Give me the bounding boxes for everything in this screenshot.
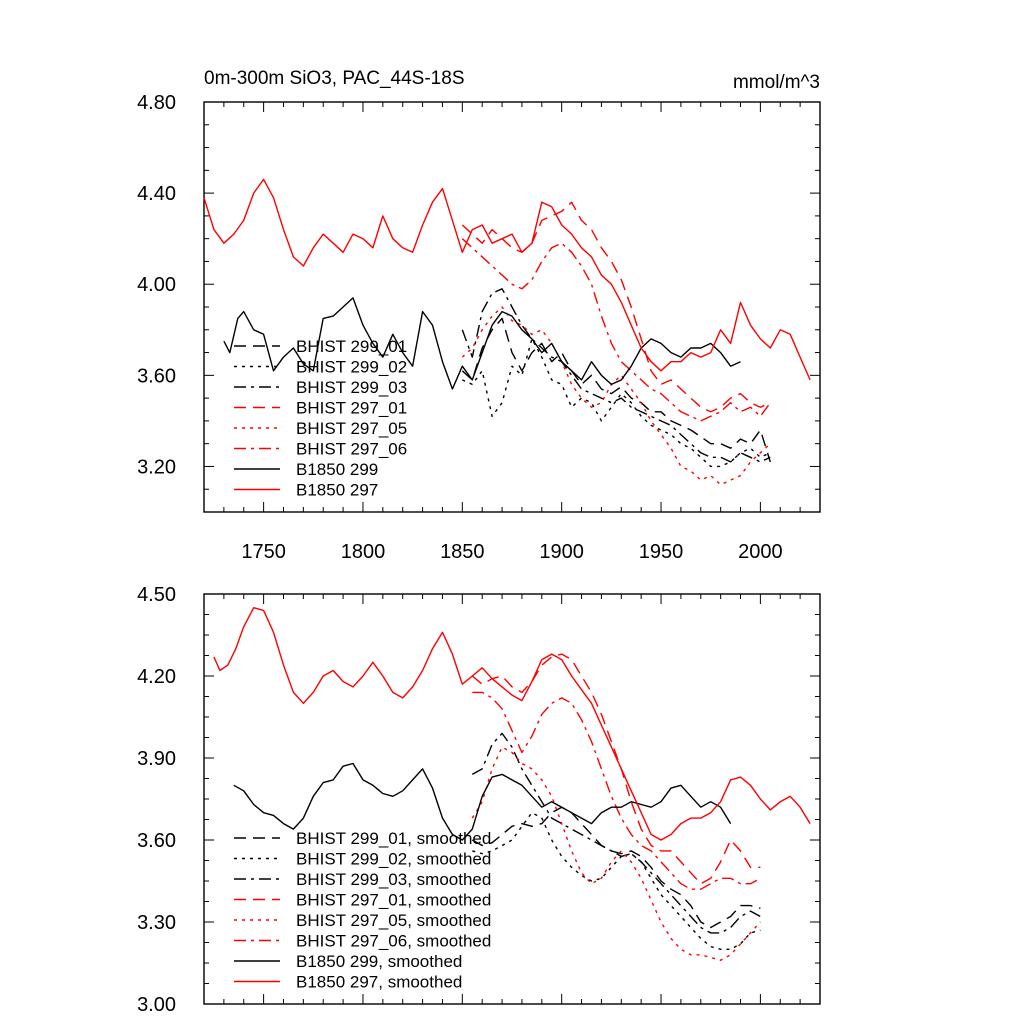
x-tick-label: 1850 xyxy=(440,541,485,563)
bottom-legend: BHIST 299_01, smoothed BHIST 299_02, smoo… xyxy=(234,829,491,992)
y-tick-label: 3.60 xyxy=(137,830,176,852)
y-tick-label: 3.60 xyxy=(137,365,176,387)
bottom-y-tick-labels: 3.00 3.30 3.60 3.90 4.20 4.50 xyxy=(137,584,176,1016)
y-tick-label: 3.20 xyxy=(137,456,176,478)
legend-label: BHIST 297_06, smoothed xyxy=(296,932,491,951)
x-tick-label: 1750 xyxy=(241,541,286,563)
bottom-panel: 3.00 3.30 3.60 3.90 4.20 4.50 BHIST 299_01, s… xyxy=(137,584,821,1016)
legend-label: BHIST 297_05, smoothed xyxy=(296,911,491,930)
legend-label: BHIST 299_02 xyxy=(296,358,407,377)
y-tick-label: 3.30 xyxy=(137,912,176,934)
legend-label: BHIST 299_02, smoothed xyxy=(296,850,491,869)
x-tick-label: 1900 xyxy=(539,541,584,563)
legend-label: BHIST 299_03, smoothed xyxy=(296,870,491,889)
series-line-bhist-299-01-smoothed xyxy=(471,806,761,929)
top-x-tick-labels: 1750 1800 1850 1900 1950 2000 xyxy=(241,541,782,563)
y-tick-label: 4.80 xyxy=(137,92,176,114)
series-line-b1850-299-smoothed xyxy=(233,762,732,841)
legend-label: BHIST 297_01 xyxy=(296,399,407,418)
bottom-series-lines xyxy=(213,607,811,961)
y-tick-label: 4.40 xyxy=(137,183,176,205)
y-tick-label: 3.00 xyxy=(137,994,176,1016)
top-series-lines xyxy=(203,178,811,486)
legend-label: BHIST 297_01, smoothed xyxy=(296,891,491,910)
legend-label: BHIST 297_06 xyxy=(296,440,407,459)
x-tick-label: 2000 xyxy=(738,541,783,563)
y-tick-label: 3.90 xyxy=(137,748,176,770)
top-chart-title: 0m-300m SiO3, PAC_44S-18S xyxy=(204,68,465,89)
legend-label: B1850 299, smoothed xyxy=(296,952,462,971)
series-line-bhist-299-02-smoothed xyxy=(472,812,761,950)
series-line-bhist-297-05 xyxy=(461,306,771,486)
y-tick-label: 4.50 xyxy=(137,584,176,606)
top-chart-units: mmol/m^3 xyxy=(733,72,820,93)
series-line-bhist-299-03 xyxy=(461,288,771,463)
top-y-tick-labels: 3.20 3.60 4.00 4.40 4.80 xyxy=(137,92,176,478)
legend-label: BHIST 299_03 xyxy=(296,378,407,397)
series-line-bhist-299-03-smoothed xyxy=(471,732,761,934)
legend-label: BHIST 297_05 xyxy=(296,419,407,438)
top-panel: 3.20 3.60 4.00 4.40 4.80 1750 1800 1850 1900 195… xyxy=(137,68,821,563)
x-tick-label: 1800 xyxy=(341,541,386,563)
legend-label: BHIST 299_01 xyxy=(296,337,407,356)
series-line-b1850-297-smoothed xyxy=(213,607,811,841)
top-axes-ticks xyxy=(204,101,821,513)
series-line-bhist-297-01-smoothed xyxy=(471,653,761,885)
bottom-axes-ticks xyxy=(204,593,821,1005)
x-tick-label: 1950 xyxy=(639,541,684,563)
series-line-bhist-299-02 xyxy=(462,338,771,468)
series-line-bhist-297-01 xyxy=(461,201,771,413)
legend-label: B1850 299 xyxy=(296,460,378,479)
legend-label: B1850 297 xyxy=(296,481,378,500)
series-line-b1850-299 xyxy=(223,297,741,390)
legend-label: BHIST 299_01, smoothed xyxy=(296,829,491,848)
legend-label: B1850 297, smoothed xyxy=(296,973,462,992)
y-tick-label: 4.20 xyxy=(137,666,176,688)
series-line-bhist-297-05-smoothed xyxy=(471,746,761,961)
series-line-bhist-299-01 xyxy=(461,317,771,463)
series-line-b1850-297 xyxy=(203,178,811,381)
series-line-bhist-297-06 xyxy=(461,238,771,422)
y-tick-label: 4.00 xyxy=(137,274,176,296)
